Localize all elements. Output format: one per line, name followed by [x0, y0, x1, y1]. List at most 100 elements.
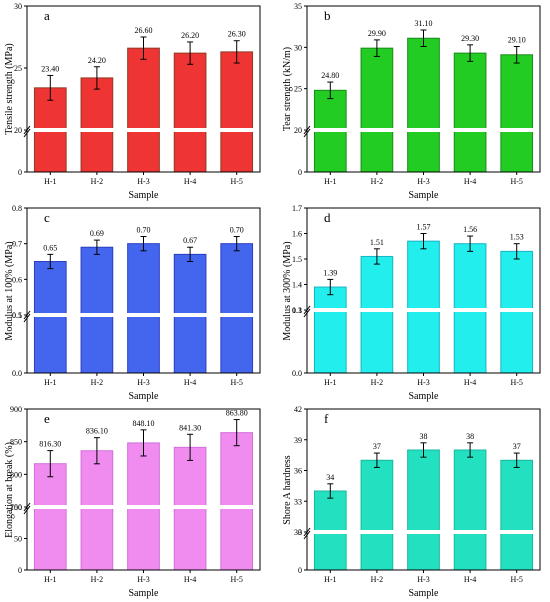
chart-panel-a: a 23.40 H-1 24.20 H-2 26.60 H-3 26.20 H-4 26.30 H-… — [4, 2, 261, 201]
y-axis-label: Modulus at 100% (MPa) — [4, 241, 15, 340]
bar — [500, 54, 534, 173]
data-label: 0.65 — [43, 243, 57, 252]
x-tick-label: H-3 — [417, 575, 429, 584]
bar — [360, 47, 394, 173]
x-tick-label: H-2 — [371, 378, 383, 387]
axis-break-band — [308, 530, 539, 534]
plot-frame — [26, 207, 261, 374]
y-tick-label: 800 — [10, 470, 22, 479]
y-tick-label: 30 — [294, 528, 302, 537]
chart-panel-b: b 24.80 H-1 29.90 H-2 31.10 H-3 29.30 H-4 29.10 H-… — [282, 2, 541, 201]
x-tick-label: H-3 — [417, 378, 429, 387]
data-label: 29.90 — [368, 29, 386, 38]
x-tick-label: H-4 — [464, 378, 476, 387]
x-axis-label: Sample — [129, 190, 160, 201]
data-label: 34 — [326, 473, 334, 482]
bar — [407, 240, 440, 374]
y-axis-label: Tear strength (kN/m) — [282, 47, 293, 131]
plot-frame — [26, 408, 261, 571]
x-tick-label: H-4 — [184, 575, 196, 584]
bar — [80, 246, 114, 374]
y-tick-label: 50 — [14, 535, 22, 544]
y-tick-label: 25 — [294, 85, 302, 94]
bar — [453, 449, 487, 571]
y-tick-label: 0.1 — [12, 311, 22, 320]
y-tick-label: 0 — [18, 566, 22, 575]
data-label: 1.51 — [370, 238, 384, 247]
x-tick-label: H-4 — [184, 378, 196, 387]
y-tick-label: 0.0 — [292, 369, 302, 378]
data-label: 848.10 — [133, 419, 155, 428]
panel-letter: e — [44, 411, 50, 426]
chart-panel-d: d 1.39 H-1 1.51 H-2 1.57 H-3 1.56 H-4 1.53 H-5 0.0 0… — [282, 204, 541, 402]
chart-panel-c: c 0.65 H-1 0.69 H-2 0.70 H-3 0.67 H-4 0.70 H-5 0.0 0… — [4, 204, 261, 402]
bar — [453, 52, 487, 173]
data-label: 0.70 — [137, 226, 151, 235]
x-tick-label: H-2 — [371, 575, 383, 584]
y-tick-label: 42 — [294, 405, 302, 414]
bar — [173, 52, 207, 173]
bar — [33, 261, 67, 374]
data-label: 38 — [466, 432, 474, 441]
y-axis-label: Tensile strength (MPa) — [4, 43, 15, 135]
panel-letter: c — [44, 210, 50, 225]
y-tick-label: 39 — [294, 436, 302, 445]
data-label: 0.70 — [230, 226, 244, 235]
axis-break-band — [308, 308, 539, 312]
x-axis-label: Sample — [409, 391, 440, 402]
data-label: 24.80 — [321, 71, 339, 80]
y-tick-label: 25 — [14, 64, 22, 73]
data-label: 0.69 — [90, 229, 104, 238]
x-axis-label: Sample — [129, 391, 160, 402]
data-label: 37 — [373, 442, 381, 451]
y-tick-label: 1.7 — [292, 204, 302, 213]
y-tick-label: 35 — [294, 2, 302, 11]
y-tick-label: 100 — [10, 503, 22, 512]
y-axis-label: Elongation at break (%) — [4, 442, 15, 538]
data-label: 836.10 — [86, 427, 108, 436]
x-tick-label: H-5 — [510, 378, 522, 387]
x-tick-label: H-3 — [137, 177, 149, 186]
x-tick-label: H-1 — [44, 575, 56, 584]
data-label: 23.40 — [41, 64, 59, 73]
x-tick-label: H-3 — [137, 378, 149, 387]
data-label: 841.30 — [179, 423, 201, 432]
data-label: 1.53 — [510, 233, 524, 242]
bar — [360, 255, 394, 374]
x-tick-label: H-4 — [464, 177, 476, 186]
y-tick-label: 1.6 — [292, 230, 302, 239]
x-axis-label: Sample — [409, 588, 440, 599]
x-tick-label: H-2 — [91, 378, 103, 387]
plot-frame — [306, 207, 541, 374]
axis-break-band — [28, 313, 259, 317]
panel-letter: f — [324, 411, 329, 426]
x-tick-label: H-1 — [324, 575, 336, 584]
x-tick-label: H-1 — [324, 378, 336, 387]
y-tick-label: 0.5 — [12, 311, 22, 320]
data-label: 29.10 — [508, 36, 526, 45]
y-tick-label: 36 — [294, 467, 302, 476]
axis-break-band — [28, 505, 259, 509]
x-tick-label: H-5 — [230, 177, 242, 186]
x-tick-label: H-4 — [464, 575, 476, 584]
bar — [33, 463, 67, 571]
x-tick-label: H-3 — [137, 575, 149, 584]
x-tick-label: H-5 — [510, 575, 522, 584]
x-tick-label: H-3 — [417, 177, 429, 186]
y-tick-label: 30 — [14, 2, 22, 11]
x-tick-label: H-5 — [510, 177, 522, 186]
x-axis-label: Sample — [129, 588, 160, 599]
x-tick-label: H-2 — [91, 177, 103, 186]
bar — [313, 286, 347, 374]
plot-frame — [306, 408, 541, 571]
data-label: 29.30 — [461, 34, 479, 43]
chart-panel-e: e 816.30 H-1 836.10 H-2 848.10 H-3 841.30 H-4 863… — [4, 405, 261, 599]
data-label: 1.39 — [323, 268, 337, 277]
bar — [220, 51, 254, 173]
y-tick-label: 0 — [18, 168, 22, 177]
chart-panel-f: f 34 H-1 37 H-2 38 H-3 38 H-4 37 H-5 0 330 33 36 39 42 Sa… — [282, 405, 541, 599]
data-label: 37 — [513, 442, 521, 451]
data-label: 26.60 — [135, 26, 153, 35]
bar — [500, 459, 534, 571]
